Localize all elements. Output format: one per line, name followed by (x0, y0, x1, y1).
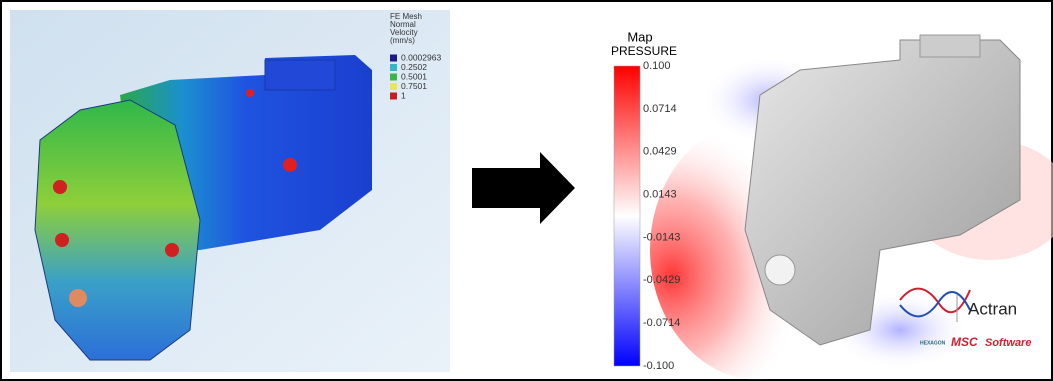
logo-partner: HEXAGON (920, 340, 946, 346)
legend-label: 0.2502 (401, 62, 427, 72)
colorbar-label: 0.0143 (643, 188, 677, 200)
logo-product: Actran (968, 299, 1017, 318)
hotspot (53, 180, 67, 194)
colorbar-label: 0.100 (643, 60, 671, 72)
legend-title: FE Mesh (390, 12, 422, 21)
colorbar-subtitle: PRESSURE (611, 44, 677, 58)
gear-cover (34, 99, 201, 361)
legend-label: 0.7501 (401, 81, 427, 91)
colorbar-label: -0.0714 (643, 317, 680, 329)
gearbox (744, 39, 1021, 346)
colorbar (613, 65, 641, 367)
legend-title: Normal (390, 20, 416, 29)
legend-swatch (390, 54, 397, 62)
hotspot (55, 233, 69, 247)
colorbar-label: -0.0429 (643, 274, 680, 286)
legend-label: 0.5001 (401, 71, 427, 81)
logo-wave (899, 287, 971, 314)
colorbar-label: -0.100 (643, 360, 674, 372)
colorbar-label: -0.0143 (643, 231, 680, 243)
hotspot (283, 158, 297, 172)
colorbar-label: 0.0429 (643, 146, 677, 158)
legend-swatch (390, 92, 397, 100)
connector (264, 59, 336, 91)
legend-swatch (390, 83, 397, 90)
legend-title: Velocity (390, 28, 418, 37)
hotspot (246, 89, 254, 97)
legend-label: 1 (401, 90, 406, 100)
arrow (472, 152, 575, 224)
logo-company: Software (985, 337, 1031, 349)
hotspot (69, 289, 87, 307)
connector (919, 34, 981, 58)
shaft (764, 254, 796, 286)
legend-label: 0.0002963 (401, 52, 441, 62)
colorbar-ticks: 0.100 0.0714 0.0429 0.0143 -0.0143 -0.0429 -0.… (643, 60, 680, 372)
legend-swatch (390, 64, 397, 71)
legend-swatch (390, 73, 397, 81)
colorbar-title: Map (627, 29, 652, 44)
colorbar-label: 0.0714 (643, 103, 677, 115)
hotspot (165, 243, 179, 257)
logo-company: MSC (951, 335, 978, 349)
legend-title: (mm/s) (390, 36, 415, 45)
logo-wave (899, 291, 971, 318)
